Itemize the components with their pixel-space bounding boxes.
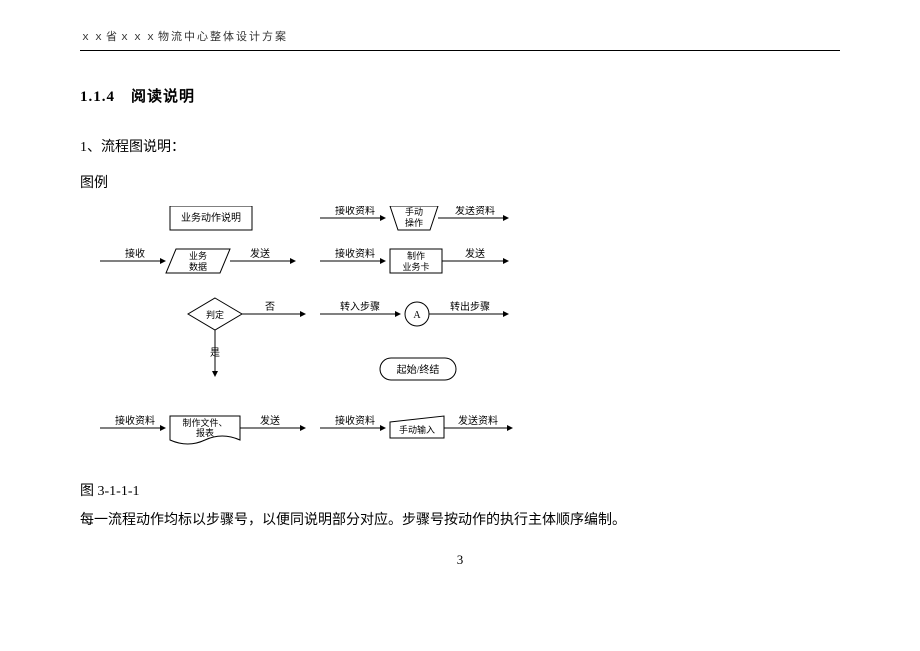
body-paragraph: 每一流程动作均标以步骤号，以便同说明部分对应。步骤号按动作的执行主体顺序编制。: [80, 510, 840, 532]
page-header: ｘｘ省ｘｘｘ物流中心整体设计方案: [80, 28, 840, 51]
flow-label: 转出步骤: [450, 300, 490, 313]
flowchart-legend-diagram: 业务动作说明 接收资料 手动 操作 发送资料 接收 业务 数据 发送 接收资料 …: [80, 206, 800, 466]
shape-label: 报表: [196, 427, 214, 438]
shape-label: 手动输入: [399, 424, 435, 435]
shape-label: 业务卡: [402, 261, 429, 272]
flow-label: 发送资料: [455, 206, 495, 217]
subtitle: 1、流程图说明：: [80, 136, 840, 156]
shape-label: 起始/终结: [397, 363, 440, 376]
flow-label: 发送: [250, 247, 270, 260]
flow-label: 发送: [260, 414, 280, 427]
page-number: 3: [80, 552, 840, 568]
legend-label: 图例: [80, 172, 840, 192]
document-page: ｘｘ省ｘｘｘ物流中心整体设计方案 1.1.4 阅读说明 1、流程图说明： 图例 …: [0, 0, 920, 568]
flow-label: 接收资料: [335, 247, 375, 260]
flow-label: 发送: [465, 247, 485, 260]
flow-label: 接收资料: [335, 206, 375, 217]
shape-label: 制作: [407, 250, 425, 261]
shape-label: 业务: [189, 250, 207, 261]
shape-label: 手动: [405, 206, 423, 217]
shape-label: A: [413, 310, 421, 321]
shape-label: 判定: [206, 309, 224, 320]
flow-label: 是: [210, 347, 220, 359]
flow-label: 接收: [125, 247, 145, 260]
shape-label: 制作文件、: [182, 417, 227, 428]
flow-label: 否: [265, 301, 275, 313]
flow-label: 转入步骤: [340, 300, 380, 313]
flow-label: 接收资料: [335, 414, 375, 427]
figure-caption: 图 3-1-1-1: [80, 480, 840, 500]
section-title: 1.1.4 阅读说明: [80, 85, 840, 106]
shape-label: 操作: [405, 217, 423, 228]
flow-label: 接收资料: [115, 414, 155, 427]
flow-label: 发送资料: [458, 414, 498, 427]
shape-label: 数据: [189, 261, 207, 272]
process-label: 业务动作说明: [181, 211, 241, 224]
